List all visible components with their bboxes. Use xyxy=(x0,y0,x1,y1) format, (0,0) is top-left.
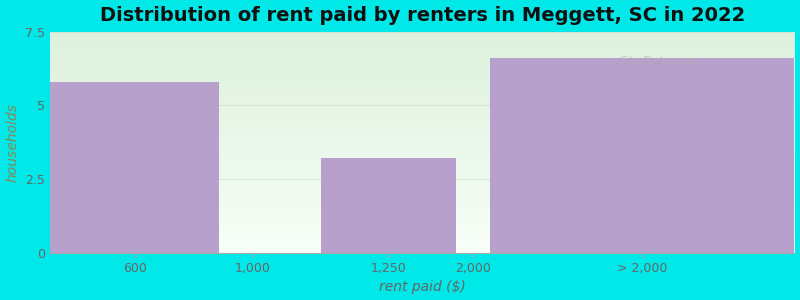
Title: Distribution of rent paid by renters in Meggett, SC in 2022: Distribution of rent paid by renters in … xyxy=(99,6,745,25)
Bar xyxy=(490,58,794,253)
Bar xyxy=(321,158,456,253)
X-axis label: rent paid ($): rent paid ($) xyxy=(379,280,466,294)
Y-axis label: households: households xyxy=(6,103,19,182)
Bar xyxy=(50,82,219,253)
Text: City-Data.com: City-Data.com xyxy=(618,56,698,66)
